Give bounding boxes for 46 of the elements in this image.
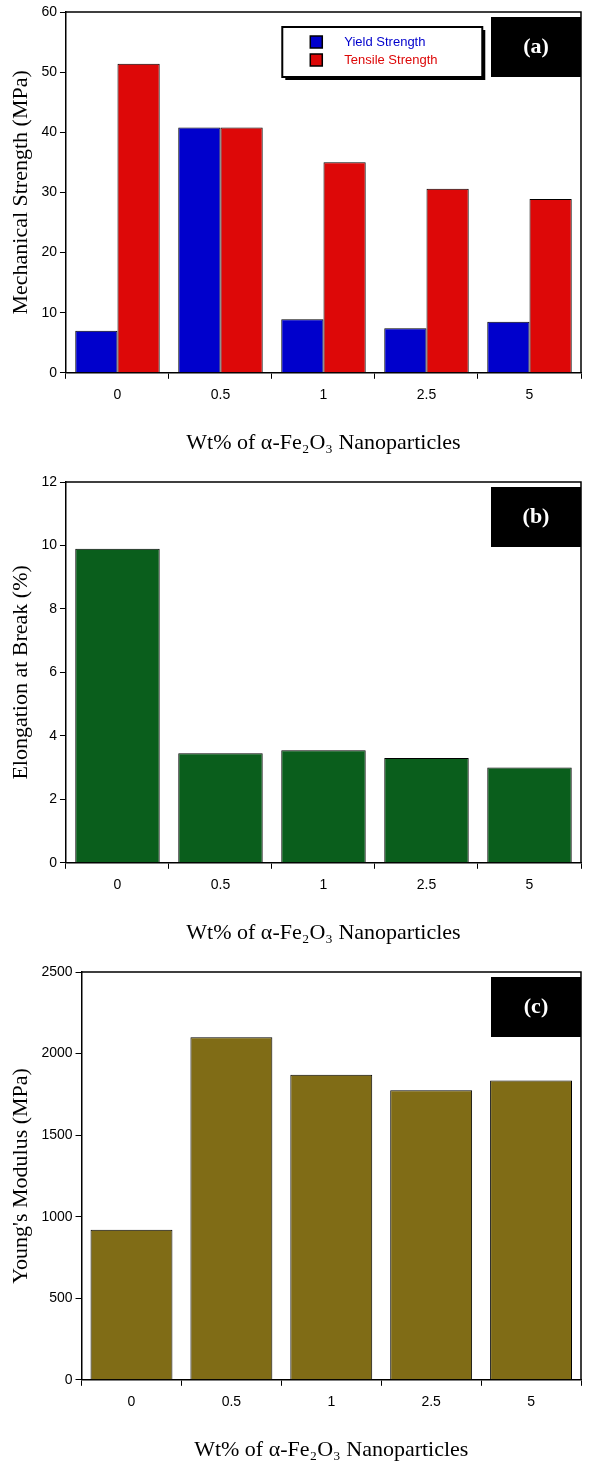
x-tick-label: 1 xyxy=(327,1393,336,1410)
x-tick-label: 5 xyxy=(525,876,534,893)
y-tick-label: 0 xyxy=(49,853,58,870)
y-tick-label: 4 xyxy=(49,726,58,743)
legend-label: Tensile Strength xyxy=(344,51,438,67)
x-tick-label: 1 xyxy=(319,386,328,403)
y-tick-label: 2 xyxy=(49,790,58,807)
y-tick-label: 0 xyxy=(49,363,58,380)
y-tick-label: 20 xyxy=(41,243,58,260)
x-tick-label: 0 xyxy=(113,386,122,403)
x-tick-label: 2.5 xyxy=(416,386,437,403)
x-axis-title: Wt% of α-Fe₂O₃ Nanoparticles xyxy=(186,918,461,944)
y-tick-label: 8 xyxy=(49,599,58,616)
y-tick-label: 50 xyxy=(41,62,58,79)
y-tick-label: 60 xyxy=(41,2,58,19)
x-tick-label: 2.5 xyxy=(416,876,437,893)
x-tick-label: 1 xyxy=(319,876,328,893)
y-tick-label: 6 xyxy=(49,663,58,680)
annotation: (a) xyxy=(523,32,549,58)
annotation: (c) xyxy=(523,992,549,1018)
x-tick-label: 0.5 xyxy=(210,386,231,403)
y-tick-label: 1500 xyxy=(41,1125,73,1142)
y-tick-label: 2000 xyxy=(41,1044,73,1061)
y-tick-label: 500 xyxy=(49,1289,73,1306)
y-tick-label: 1000 xyxy=(41,1207,73,1224)
x-axis-title: Wt% of α-Fe₂O₃ Nanoparticles xyxy=(194,1435,469,1461)
x-tick-label: 0 xyxy=(113,876,122,893)
y-tick-label: 10 xyxy=(41,536,58,553)
x-tick-label: 0.5 xyxy=(221,1393,242,1410)
legend-label: Yield Strength xyxy=(344,33,426,49)
y-axis-title: Young's Modulus (MPa) xyxy=(6,1068,32,1284)
x-tick-label: 5 xyxy=(525,386,534,403)
y-tick-label: 2500 xyxy=(41,962,73,979)
y-axis-title: Mechanical Strength (MPa) xyxy=(6,70,32,315)
y-tick-label: 40 xyxy=(41,123,58,140)
y-tick-label: 0 xyxy=(64,1370,73,1387)
y-tick-label: 30 xyxy=(41,183,58,200)
y-tick-label: 12 xyxy=(41,472,58,489)
x-axis-title: Wt% of α-Fe₂O₃ Nanoparticles xyxy=(186,428,461,454)
x-tick-label: 2.5 xyxy=(421,1393,442,1410)
annotation: (b) xyxy=(522,502,550,528)
x-tick-label: 5 xyxy=(527,1393,536,1410)
y-axis-title: Elongation at Break (%) xyxy=(6,565,32,780)
y-tick-label: 10 xyxy=(41,303,58,320)
x-tick-label: 0 xyxy=(127,1393,136,1410)
x-tick-label: 0.5 xyxy=(210,876,231,893)
